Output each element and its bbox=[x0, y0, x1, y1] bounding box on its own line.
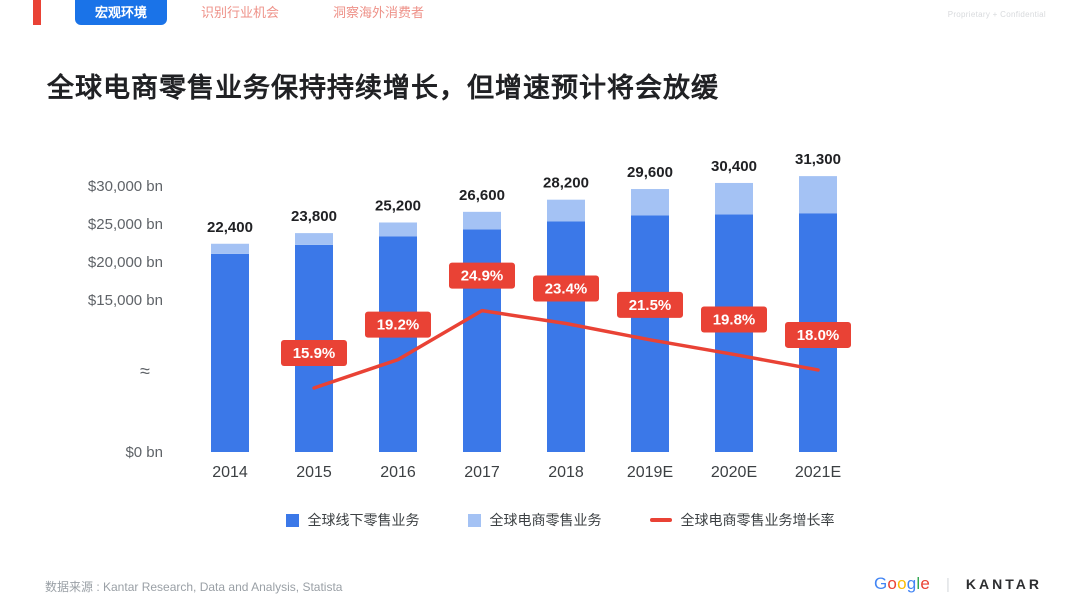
bar-offline-2016 bbox=[379, 236, 417, 452]
x-axis-label-2019E: 2019E bbox=[627, 464, 673, 481]
legend-item-offline-retail: 全球线下零售业务 bbox=[285, 510, 420, 530]
y-axis-tick-label: $0 bn bbox=[125, 444, 163, 461]
bar-ecommerce-2020E bbox=[715, 182, 753, 215]
top-tab-bar: 宏观环境 识别行业机会 洞察海外消费者 bbox=[75, 0, 444, 25]
google-logo-letter: o bbox=[887, 574, 898, 593]
footer-logos: Google | KANTAR bbox=[874, 574, 1042, 594]
page-title: 全球电商零售业务保持持续增长，但增速预计将会放缓 bbox=[47, 73, 719, 104]
growth-label-box-2015 bbox=[281, 340, 347, 366]
bar-ecommerce-2016 bbox=[379, 222, 417, 237]
bar-ecommerce-2014 bbox=[211, 243, 249, 254]
bar-total-label-2016: 25,200 bbox=[375, 197, 421, 214]
bar-ecommerce-2018 bbox=[547, 199, 585, 222]
legend-item-ecommerce-retail: 全球电商零售业务 bbox=[467, 510, 602, 530]
bar-total-label-2015: 23,800 bbox=[291, 208, 337, 225]
google-logo-letter: G bbox=[873, 574, 888, 593]
bar-total-label-2021E: 31,300 bbox=[795, 151, 841, 168]
tab-macro-environment[interactable]: 宏观环境 bbox=[75, 0, 168, 25]
confidential-watermark: Proprietary + Confidential bbox=[947, 10, 1046, 19]
x-axis-label-2017: 2017 bbox=[464, 464, 500, 481]
growth-label-2019E: 21.5% bbox=[629, 297, 672, 314]
ecommerce-retail-swatch-icon bbox=[467, 513, 481, 527]
y-axis-tick-label: $15,000 bn bbox=[88, 292, 163, 309]
offline-retail-swatch-icon bbox=[285, 513, 299, 527]
x-axis-label-2018: 2018 bbox=[548, 464, 584, 481]
bar-ecommerce-2017 bbox=[463, 211, 501, 230]
google-logo-letter: e bbox=[920, 574, 931, 593]
kantar-logo: KANTAR bbox=[965, 576, 1042, 592]
growth-label-2020E: 19.8% bbox=[713, 311, 756, 328]
growth-label-box-2016 bbox=[365, 311, 431, 338]
y-axis-tick-label: $25,000 bn bbox=[88, 216, 163, 233]
bar-ecommerce-2015 bbox=[295, 233, 333, 245]
x-axis-label-2016: 2016 bbox=[380, 464, 416, 481]
growth-label-box-2019E bbox=[617, 291, 683, 318]
x-axis-label-2015: 2015 bbox=[296, 464, 332, 481]
bar-offline-2014 bbox=[211, 253, 249, 452]
google-logo-letter: l bbox=[916, 574, 921, 593]
bar-offline-2020E bbox=[715, 214, 753, 452]
bar-total-label-2018: 28,200 bbox=[543, 175, 589, 192]
growth-label-2015: 15.9% bbox=[293, 345, 336, 362]
y-axis-tick-label: $30,000 bn bbox=[88, 178, 163, 195]
logo-divider: | bbox=[946, 575, 950, 593]
tab-overseas-consumers[interactable]: 洞察海外消费者 bbox=[333, 5, 425, 20]
data-source-note: 数据来源 : Kantar Research, Data and Analysi… bbox=[45, 580, 343, 594]
legend-label: 全球线下零售业务 bbox=[307, 512, 420, 528]
bar-offline-2019E bbox=[631, 215, 669, 452]
y-axis-break-symbol: ≈ bbox=[140, 361, 150, 381]
x-axis-label-2021E: 2021E bbox=[795, 464, 841, 481]
growth-label-2021E: 18.0% bbox=[797, 327, 840, 344]
bar-total-label-2014: 22,400 bbox=[207, 219, 253, 236]
bar-ecommerce-2021E bbox=[799, 176, 837, 214]
growth-rate-line-swatch-icon bbox=[649, 518, 672, 522]
y-axis-tick-label: $20,000 bn bbox=[88, 254, 163, 271]
x-axis-label-2014: 2014 bbox=[212, 464, 248, 481]
bar-total-label-2020E: 30,400 bbox=[711, 158, 757, 175]
left-accent-strip bbox=[33, 0, 41, 25]
legend-item-growth-rate: 全球电商零售业务增长率 bbox=[649, 510, 835, 530]
google-logo-letter: g bbox=[906, 574, 917, 593]
growth-label-2016: 19.2% bbox=[377, 317, 420, 334]
growth-label-box-2021E bbox=[785, 321, 851, 348]
google-logo: Google bbox=[874, 574, 930, 594]
growth-label-2018: 23.4% bbox=[545, 281, 588, 298]
growth-rate-line bbox=[312, 308, 820, 390]
bar-ecommerce-2019E bbox=[631, 189, 669, 216]
x-axis-label-2020E: 2020E bbox=[711, 464, 757, 481]
legend-label: 全球电商零售业务增长率 bbox=[680, 512, 835, 528]
google-logo-letter: o bbox=[897, 574, 907, 593]
growth-label-2017: 24.9% bbox=[461, 268, 504, 285]
tab-industry-opportunity[interactable]: 识别行业机会 bbox=[201, 5, 280, 20]
bar-total-label-2017: 26,600 bbox=[459, 187, 505, 204]
growth-label-box-2018 bbox=[533, 275, 599, 302]
bar-offline-2018 bbox=[547, 221, 585, 452]
growth-label-box-2020E bbox=[701, 306, 767, 333]
bar-total-label-2019E: 29,600 bbox=[627, 164, 673, 181]
legend-label: 全球电商零售业务 bbox=[489, 512, 602, 528]
chart-legend: 全球线下零售业务 全球电商零售业务 全球电商零售业务增长率 bbox=[40, 510, 1080, 530]
growth-label-box-2017 bbox=[449, 262, 515, 289]
